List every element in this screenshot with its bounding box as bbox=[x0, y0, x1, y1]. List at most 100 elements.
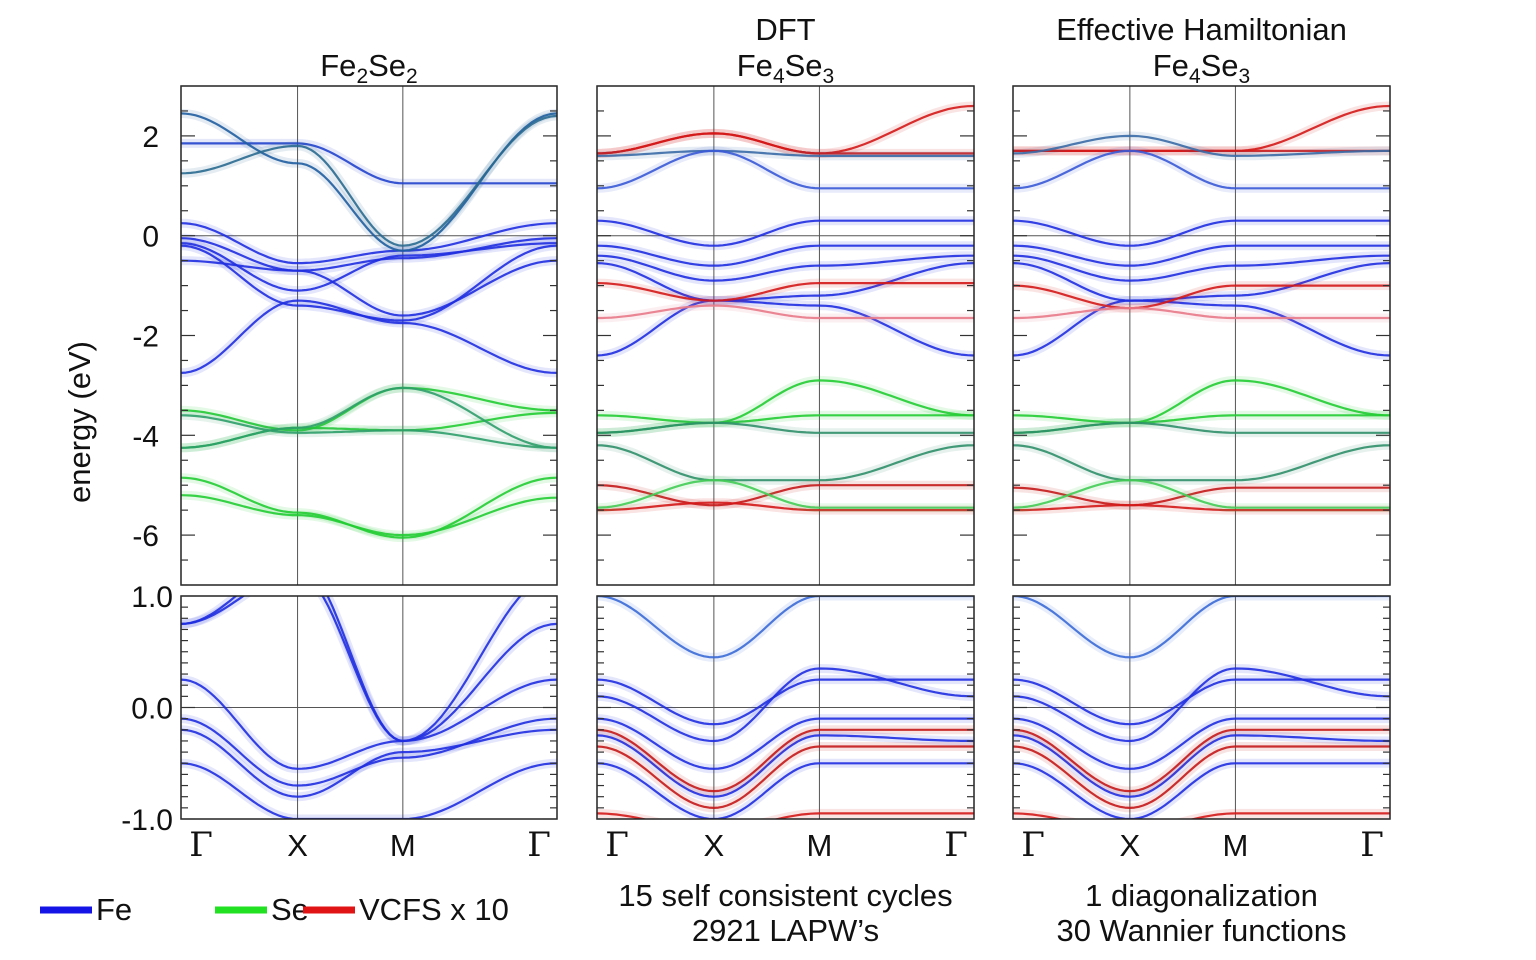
band-line-vcfs bbox=[1013, 812, 1390, 819]
kpoint-label: M bbox=[390, 828, 416, 863]
top-subplot bbox=[180, 85, 558, 586]
panel-fe2se2 bbox=[180, 85, 558, 820]
legend-label: Fe bbox=[96, 892, 132, 927]
band-line-fe bbox=[181, 678, 557, 770]
bands-group bbox=[597, 596, 974, 819]
band-line-vcfs bbox=[1013, 307, 1390, 320]
band-glow-vcfs bbox=[597, 808, 974, 819]
band-line-fe bbox=[181, 244, 557, 322]
panels-layer bbox=[180, 85, 1391, 820]
kpoint-label: Γ bbox=[1360, 825, 1384, 865]
band-line-fe bbox=[1013, 219, 1390, 247]
kpoint-label: X bbox=[704, 828, 725, 863]
bands-group bbox=[181, 596, 557, 819]
band-line-vcfs bbox=[597, 304, 974, 320]
kpoint-label: Γ bbox=[605, 825, 629, 865]
y-tick-label: 0 bbox=[142, 221, 159, 254]
band-glow-fe bbox=[181, 296, 557, 378]
band-line-fe bbox=[597, 219, 974, 247]
band-line-fe bbox=[181, 762, 557, 819]
bands-group bbox=[181, 108, 557, 543]
legend-layer: Fe Se VCFS x 10 bbox=[40, 892, 509, 927]
band-line-fe bbox=[1013, 262, 1390, 302]
band-line-fe bbox=[597, 149, 974, 190]
band-line-vcfs bbox=[597, 728, 974, 793]
band-glow-vcfs bbox=[1013, 808, 1390, 819]
band-line-fe bbox=[597, 678, 974, 726]
panel-effham bbox=[1012, 85, 1391, 820]
band-line-se bbox=[597, 479, 974, 509]
band-line-fe bbox=[597, 762, 974, 819]
band-line-vcfs bbox=[1013, 486, 1390, 507]
band-line-fe bbox=[181, 596, 557, 743]
band-line-fe bbox=[1013, 134, 1390, 157]
kpoint-label: Γ bbox=[1021, 825, 1045, 865]
band-line-se bbox=[597, 444, 974, 482]
band-line-fe bbox=[597, 667, 974, 743]
band-line-vcfs bbox=[1013, 504, 1390, 512]
band-line-fe bbox=[1013, 149, 1390, 190]
band-line-fe bbox=[181, 259, 557, 317]
band-glow-vcfs bbox=[597, 101, 974, 158]
kpoint-label: Γ bbox=[944, 825, 968, 865]
bands-group bbox=[1013, 596, 1390, 819]
band-glow-fe bbox=[181, 596, 557, 746]
band-line-se bbox=[1013, 379, 1390, 424]
band-line-fe bbox=[597, 299, 974, 357]
kpoint-label: X bbox=[1120, 828, 1141, 863]
title-element: Fe bbox=[737, 48, 773, 83]
band-line-vcfs bbox=[1013, 284, 1390, 310]
bottom-subplot bbox=[1012, 595, 1391, 820]
title-element: Se bbox=[1201, 48, 1239, 83]
legend-item-vcfs: VCFS x 10 bbox=[303, 892, 509, 927]
title-subscript: 3 bbox=[823, 65, 835, 88]
band-line-fe bbox=[181, 114, 557, 247]
band-line-vcfs bbox=[1013, 745, 1390, 809]
band-line-fe bbox=[1013, 762, 1390, 819]
y-tick-label: 2 bbox=[142, 121, 159, 154]
kpoint-label: M bbox=[1223, 828, 1249, 863]
band-line-fe bbox=[1013, 717, 1390, 770]
band-line-vcfs bbox=[1013, 104, 1390, 152]
band-line-vcfs bbox=[597, 745, 974, 809]
band-line-vcfs bbox=[597, 282, 974, 302]
band-line-se bbox=[597, 421, 974, 434]
band-line-se bbox=[1013, 421, 1390, 434]
band-line-fe bbox=[597, 734, 974, 798]
y-tick-label: 1.0 bbox=[131, 581, 173, 614]
panel-title: Fe4Se3 bbox=[1153, 48, 1250, 88]
title-element: Fe bbox=[1153, 48, 1189, 83]
band-line-fe bbox=[181, 596, 522, 743]
legend-label: Se bbox=[271, 892, 309, 927]
band-line-se bbox=[1013, 479, 1390, 509]
band-line-vcfs bbox=[597, 812, 974, 819]
band-line-fe bbox=[181, 222, 557, 265]
legend-label: VCFS x 10 bbox=[359, 892, 509, 927]
band-line-se bbox=[181, 494, 557, 537]
bottom-subplot bbox=[180, 595, 558, 820]
kpoint-label: Γ bbox=[527, 825, 551, 865]
title-subscript: 3 bbox=[1239, 65, 1251, 88]
title-subscript: 4 bbox=[773, 65, 785, 88]
band-line-se bbox=[181, 414, 557, 449]
band-line-fe bbox=[1013, 254, 1390, 282]
panel-caption: 1 diagonalization bbox=[1085, 878, 1318, 913]
band-line-fe bbox=[181, 717, 557, 787]
band-line-vcfs bbox=[597, 104, 974, 155]
panel-title: Effective Hamiltonian bbox=[1056, 12, 1347, 47]
band-line-vcfs bbox=[597, 501, 974, 512]
bands-group bbox=[1013, 101, 1390, 515]
title-subscript: 2 bbox=[406, 65, 418, 88]
panel-title: DFT bbox=[755, 12, 815, 47]
kpoint-label: Γ bbox=[189, 825, 213, 865]
band-line-se bbox=[181, 386, 557, 449]
panel-title: Fe4Se3 bbox=[737, 48, 834, 88]
band-line-se bbox=[597, 379, 974, 424]
band-line-fe bbox=[1013, 667, 1390, 743]
band-glow-fe bbox=[597, 596, 974, 662]
band-line-fe bbox=[1013, 678, 1390, 726]
band-line-fe bbox=[1013, 299, 1390, 357]
title-element: Se bbox=[368, 48, 406, 83]
band-line-fe bbox=[181, 242, 557, 292]
band-line-fe bbox=[597, 149, 974, 157]
